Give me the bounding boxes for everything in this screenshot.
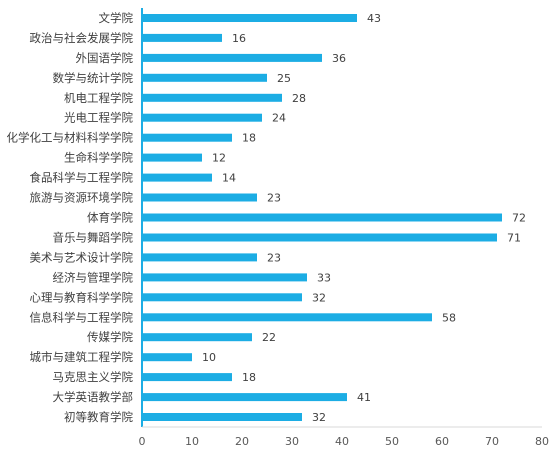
bar: [142, 313, 432, 322]
bar: [142, 413, 302, 421]
x-tick-label: 80: [535, 435, 549, 448]
x-tick-label: 50: [385, 435, 399, 448]
data-label: 10: [202, 351, 216, 364]
bar: [142, 53, 322, 62]
data-label: 18: [242, 371, 256, 384]
bar: [142, 293, 302, 302]
x-tick-label: 30: [285, 435, 299, 448]
bar: [142, 253, 257, 262]
category-label: 食品科学与工程学院: [30, 171, 134, 185]
bar: [142, 193, 257, 202]
bar: [142, 73, 267, 82]
bar: [142, 113, 262, 122]
category-label: 初等教育学院: [64, 410, 133, 424]
category-label: 数学与统计学院: [53, 71, 134, 85]
data-label: 41: [357, 391, 371, 404]
x-tick-label: 0: [139, 435, 146, 448]
x-tick-label: 10: [185, 435, 199, 448]
data-label: 32: [312, 291, 326, 304]
data-label: 28: [292, 92, 306, 105]
data-label: 58: [442, 311, 456, 324]
category-label: 传媒学院: [87, 330, 133, 344]
data-label: 23: [267, 192, 281, 205]
category-label: 文学院: [99, 11, 134, 25]
bar: [142, 133, 232, 142]
category-label: 信息科学与工程学院: [30, 310, 134, 324]
bar: [142, 93, 282, 102]
bar: [142, 14, 357, 22]
data-label: 16: [232, 32, 246, 45]
category-label: 外国语学院: [76, 51, 134, 65]
category-label: 生命科学学院: [64, 151, 133, 165]
data-label: 33: [317, 271, 331, 284]
category-label: 光电工程学院: [64, 111, 133, 125]
category-label: 旅游与资源环境学院: [30, 191, 134, 205]
x-tick-label: 70: [485, 435, 499, 448]
bar: [142, 393, 347, 402]
x-axis-ticks: 0 10 20 30 40 50 60 70 80: [139, 435, 550, 448]
category-label: 城市与建筑工程学院: [30, 350, 134, 364]
category-label: 美术与艺术设计学院: [30, 250, 134, 264]
bars-group: [142, 14, 502, 421]
bar: [142, 273, 307, 282]
bar: [142, 373, 232, 382]
category-label: 大学英语教学部: [53, 390, 134, 404]
category-label: 音乐与舞蹈学院: [53, 231, 134, 245]
data-label: 36: [332, 52, 346, 65]
bar: [142, 213, 502, 222]
data-label: 14: [222, 172, 236, 185]
category-labels: 文学院政治与社会发展学院外国语学院数学与统计学院机电工程学院光电工程学院化学化工…: [7, 11, 134, 424]
category-label: 机电工程学院: [64, 91, 133, 105]
category-label: 政治与社会发展学院: [30, 31, 134, 45]
category-label: 化学化工与材料科学学院: [7, 131, 134, 145]
bar: [142, 233, 497, 242]
bar: [142, 173, 212, 182]
x-tick-label: 60: [435, 435, 449, 448]
data-label: 71: [507, 232, 521, 245]
data-label: 12: [212, 152, 226, 165]
bar: [142, 353, 192, 362]
data-label: 22: [262, 331, 276, 344]
category-label: 经济与管理学院: [53, 270, 134, 284]
bar: [142, 333, 252, 342]
data-label: 32: [312, 411, 326, 424]
data-label: 25: [277, 72, 291, 85]
category-label: 体育学院: [87, 211, 133, 225]
bar: [142, 33, 222, 42]
category-label: 马克思主义学院: [53, 370, 134, 384]
data-label: 24: [272, 112, 286, 125]
data-label: 43: [367, 12, 381, 25]
data-label: 72: [512, 212, 526, 225]
bar: [142, 153, 202, 162]
category-label: 心理与教育科学学院: [30, 290, 134, 304]
x-tick-label: 40: [335, 435, 349, 448]
data-label: 23: [267, 251, 281, 264]
data-label: 18: [242, 132, 256, 145]
x-tick-label: 20: [235, 435, 249, 448]
